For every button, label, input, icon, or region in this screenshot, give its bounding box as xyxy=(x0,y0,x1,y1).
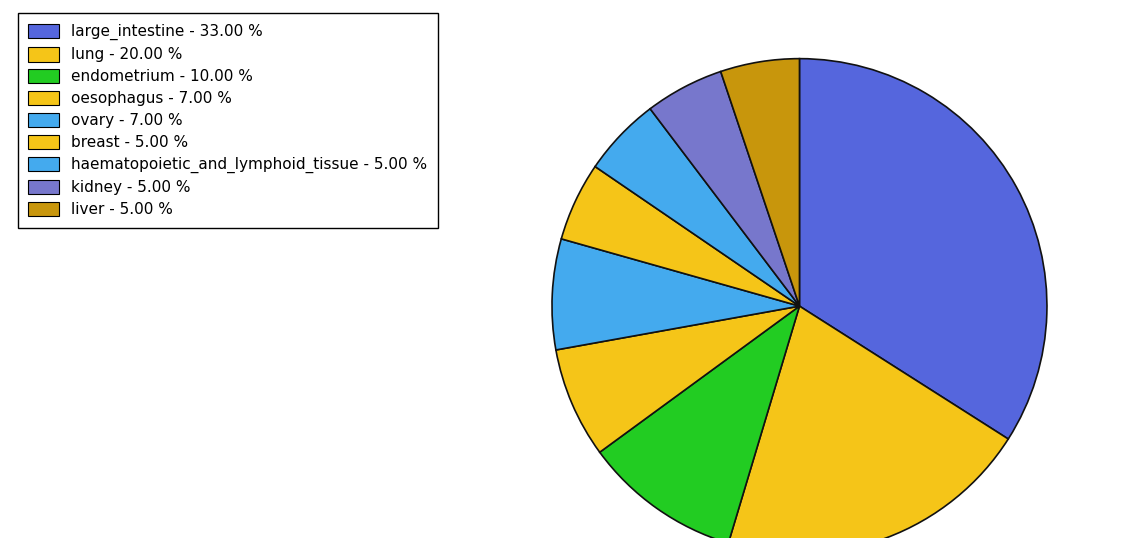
Legend: large_intestine - 33.00 %, lung - 20.00 %, endometrium - 10.00 %, oesophagus - 7: large_intestine - 33.00 %, lung - 20.00 … xyxy=(18,13,438,228)
Wedge shape xyxy=(799,59,1047,439)
Wedge shape xyxy=(556,306,799,452)
Wedge shape xyxy=(728,306,1008,538)
Wedge shape xyxy=(561,167,799,306)
Wedge shape xyxy=(600,306,799,538)
Wedge shape xyxy=(721,59,799,306)
Wedge shape xyxy=(650,72,799,306)
Wedge shape xyxy=(552,239,799,350)
Wedge shape xyxy=(595,109,799,306)
